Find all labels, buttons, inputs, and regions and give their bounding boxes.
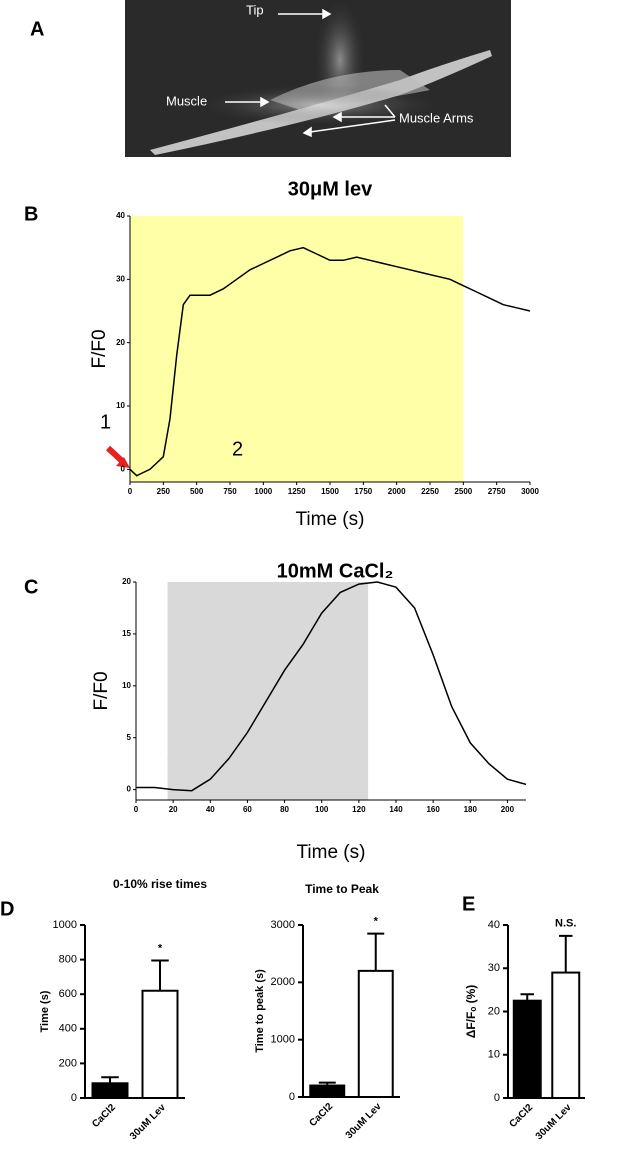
x-tick-label: 250	[157, 487, 171, 496]
bar	[309, 1084, 346, 1098]
y-tick-label: 20	[488, 1005, 500, 1017]
trace	[136, 581, 527, 792]
annotation: *	[374, 916, 379, 928]
x-tick-label: 80	[280, 805, 289, 814]
chart-title: 10mM CaCl₂	[277, 560, 394, 582]
error-bar	[559, 934, 573, 973]
y-axis-label: F/F0	[89, 329, 110, 368]
annotation: N.S.	[555, 918, 576, 930]
bar	[357, 969, 394, 1098]
y-axis-label: Time (s)	[39, 990, 51, 1032]
image-label: Tip	[246, 2, 264, 17]
image-label: Muscle	[166, 93, 207, 108]
bar	[551, 971, 581, 1100]
x-tick-label: 120	[352, 805, 366, 814]
y-tick-label: 10	[488, 1049, 500, 1061]
y-tick-label: 5	[127, 733, 132, 742]
annotation: 2	[232, 438, 243, 460]
x-tick-label: 1000	[254, 487, 272, 496]
x-tick-label: 1750	[354, 487, 372, 496]
x-tick-label: 20	[169, 805, 178, 814]
panel-label: A	[30, 18, 44, 40]
x-tick-label: 2500	[454, 487, 472, 496]
y-tick-label: 10	[122, 681, 131, 690]
chart-title: Time to Peak	[305, 882, 379, 896]
panel-label: D	[0, 898, 14, 920]
x-tick-label: 3000	[521, 487, 539, 496]
y-tick-label: 30	[488, 962, 500, 974]
x-tick-label: 2000	[388, 487, 406, 496]
x-tick-label: CaCl2	[507, 1102, 535, 1130]
y-tick-label: 0	[121, 464, 126, 473]
panel-label: E	[462, 893, 475, 915]
x-tick-label: CaCl2	[307, 1101, 335, 1129]
y-tick-label: 30	[116, 274, 125, 283]
y-tick-label: 0	[127, 785, 132, 794]
trace	[129, 246, 531, 477]
error-bar	[151, 959, 169, 991]
annotation: 1	[100, 411, 111, 433]
y-tick-label: 0	[289, 1091, 295, 1103]
x-tick-label: CaCl2	[90, 1102, 118, 1130]
y-axis-label: Time to peak (s)	[254, 969, 266, 1053]
x-tick-label: 2750	[488, 487, 506, 496]
y-tick-label: 0	[71, 1092, 77, 1104]
y-tick-label: 400	[59, 1023, 77, 1035]
bar	[512, 999, 542, 1099]
error-bar	[520, 993, 534, 1001]
x-tick-label: 100	[315, 805, 329, 814]
y-tick-label: 3000	[271, 919, 295, 931]
panel-label: B	[24, 203, 38, 225]
y-tick-label: 1000	[271, 1034, 295, 1046]
x-tick-label: 30uM Lev	[534, 1102, 574, 1142]
y-tick-label: 600	[59, 988, 77, 1000]
error-bar	[101, 1076, 119, 1084]
x-tick-label: 1250	[288, 487, 306, 496]
x-tick-label: 180	[464, 805, 478, 814]
x-tick-label: 60	[243, 805, 252, 814]
panel-label: C	[24, 576, 38, 598]
y-tick-label: 1000	[53, 919, 77, 931]
annotation: *	[158, 942, 163, 954]
x-axis-label: Time (s)	[296, 509, 365, 530]
image-arrows	[225, 8, 396, 138]
x-tick-label: 0	[134, 805, 139, 814]
x-axis-label: Time (s)	[297, 842, 366, 863]
y-tick-label: 40	[116, 211, 125, 220]
x-tick-label: 750	[223, 487, 237, 496]
x-tick-label: 30uM Lev	[344, 1101, 384, 1141]
x-tick-label: 160	[426, 805, 440, 814]
bar	[141, 989, 179, 1099]
image-label: Muscle Arms	[399, 110, 474, 125]
x-tick-label: 500	[190, 487, 204, 496]
y-tick-label: 200	[59, 1057, 77, 1069]
x-tick-label: 0	[128, 487, 133, 496]
bar	[91, 1082, 129, 1100]
y-tick-label: 20	[116, 338, 125, 347]
y-axis-label: F/F0	[91, 671, 112, 710]
chart-title: 0-10% rise times	[113, 877, 207, 891]
micrograph	[125, 0, 511, 157]
x-tick-label: 2250	[421, 487, 439, 496]
y-axis-label: ΔF/Fₒ (%)	[464, 985, 478, 1039]
y-tick-label: 800	[59, 954, 77, 966]
y-tick-label: 2000	[271, 976, 295, 988]
x-tick-label: 1500	[321, 487, 339, 496]
shaded-region	[167, 582, 369, 800]
y-tick-label: 20	[122, 577, 131, 586]
x-tick-label: 40	[206, 805, 215, 814]
x-tick-label: 30uM Lev	[128, 1102, 168, 1142]
x-tick-label: 200	[501, 805, 515, 814]
error-bar	[367, 932, 385, 971]
y-tick-label: 15	[122, 629, 131, 638]
chart-title: 30μM lev	[288, 178, 373, 200]
y-tick-label: 0	[494, 1092, 500, 1104]
y-tick-label: 40	[488, 919, 500, 931]
shaded-region	[130, 216, 464, 482]
x-tick-label: 140	[389, 805, 403, 814]
y-tick-label: 10	[116, 401, 125, 410]
error-bar	[318, 1081, 336, 1086]
